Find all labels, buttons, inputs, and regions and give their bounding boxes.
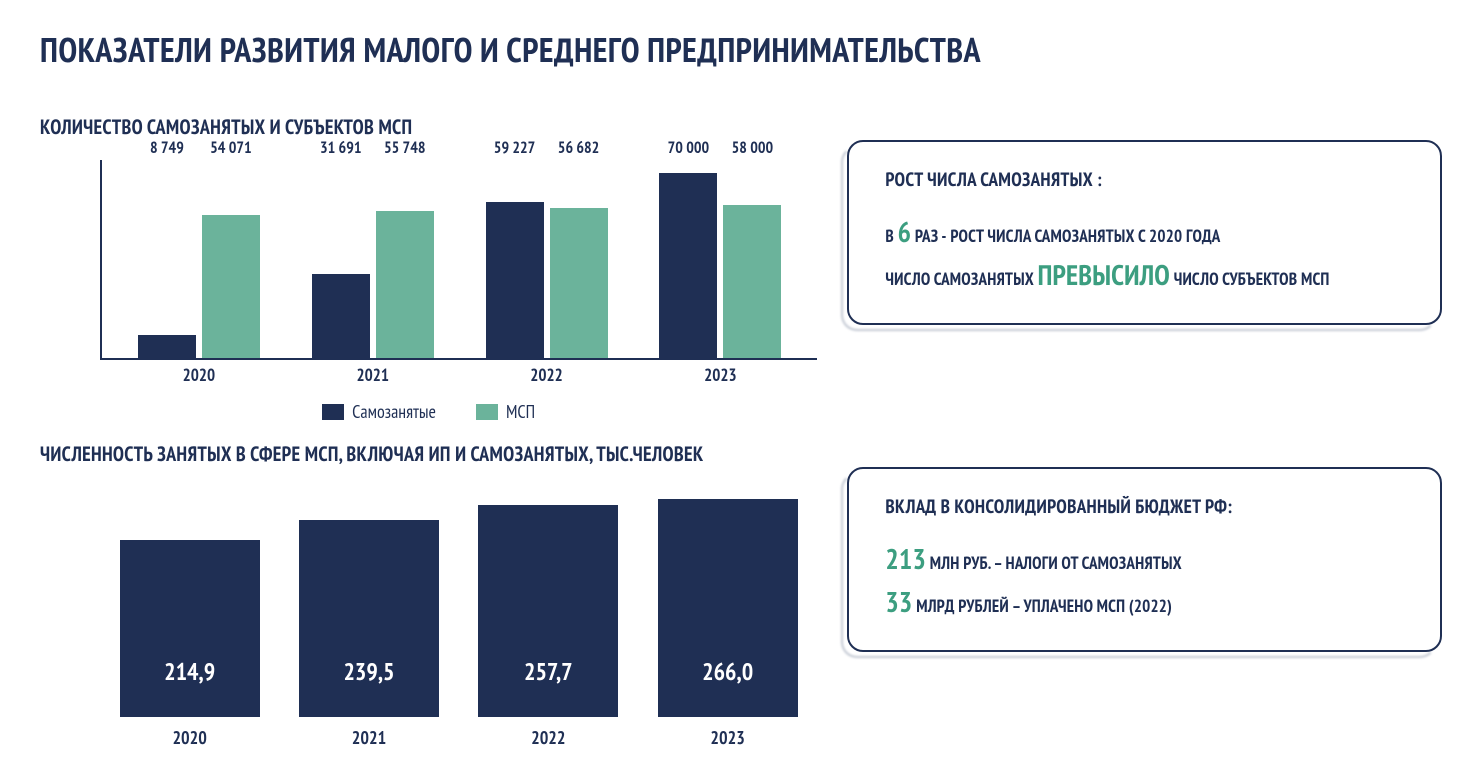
callout2-row1: 213 МЛН РУБ. – НАЛОГИ ОТ САМОЗАНЯТЫХ	[885, 537, 1410, 580]
callout1-l2-big: ПРЕВЫСИЛО	[1038, 253, 1170, 296]
chart1-bar-fill	[659, 173, 717, 358]
chart1-value-label: 54 071	[210, 138, 252, 158]
chart1-group-2023: 70 00058 0002023	[659, 160, 781, 358]
legend-item: Самозанятые	[322, 400, 436, 423]
chart2-xlabel: 2021	[352, 726, 386, 749]
callout1-heading: РОСТ ЧИСЛА САМОЗАНЯТЫХ :	[885, 168, 1410, 192]
chart2-bar-2021: 239,52021	[299, 520, 439, 717]
chart2-container: ЧИСЛЕННОСТЬ ЗАНЯТЫХ В СФЕРЕ МСП, ВКЛЮЧАЯ…	[40, 441, 817, 717]
chart1-bar-2023-1: 58 000	[723, 160, 781, 358]
callout1-l2-b: ЧИСЛО СУБЪЕКТОВ МСП	[1174, 266, 1330, 292]
callout-growth: РОСТ ЧИСЛА САМОЗАНЯТЫХ : В 6 РАЗ - РОСТ …	[847, 140, 1442, 325]
callout2-r1-big: 213	[885, 537, 926, 580]
chart1-xlabel: 2023	[704, 364, 737, 386]
page-title: ПОКАЗАТЕЛИ РАЗВИТИЯ МАЛОГО И СРЕДНЕГО ПР…	[40, 28, 1442, 72]
callout2-row2: 33 МЛРД РУБЛЕЙ – УПЛАЧЕНО МСП (2022)	[885, 580, 1410, 623]
legend-label: МСП	[506, 400, 535, 423]
chart2-bar-2022: 257,72022	[478, 505, 618, 717]
chart1-value-label: 59 227	[494, 138, 536, 158]
chart1-value-label: 70 000	[668, 138, 710, 158]
callout1-l1-rest: РОСТ ЧИСЛА САМОЗАНЯТЫХ С 2020 ГОДА	[950, 223, 1220, 249]
callout2-r2-text: МЛРД РУБЛЕЙ – УПЛАЧЕНО МСП (2022)	[916, 593, 1172, 619]
callout1-l1-prefix: В	[885, 223, 894, 249]
callout2-r1-text: МЛН РУБ. – НАЛОГИ ОТ САМОЗАНЯТЫХ	[930, 550, 1182, 576]
chart1-legend: Самозанятые МСП	[40, 400, 817, 423]
chart1-plot: 8 74954 0712020 31 69155 7482021 59 22756 …	[100, 160, 817, 360]
callout1-l1-big: 6	[898, 210, 912, 253]
chart2-plot: 214,92020 239,52021 257,72022 266,02023	[100, 487, 817, 717]
chart1-xlabel: 2020	[183, 364, 216, 386]
callout-budget: ВКЛАД В КОНСОЛИДИРОВАННЫЙ БЮДЖЕТ РФ: 213…	[847, 467, 1442, 652]
chart2-value-label: 214,9	[164, 656, 215, 687]
chart1-bar-2022-0: 59 227	[486, 160, 544, 358]
chart1-xlabel: 2021	[356, 364, 389, 386]
chart1-bar-fill	[376, 211, 434, 358]
legend-item: МСП	[476, 400, 535, 423]
callout1-line2: ЧИСЛО САМОЗАНЯТЫХ ПРЕВЫСИЛО ЧИСЛО СУБЪЕК…	[885, 253, 1410, 296]
chart1-bar-fill	[312, 274, 370, 358]
callout1-line1: В 6 РАЗ - РОСТ ЧИСЛА САМОЗАНЯТЫХ С 2020 …	[885, 210, 1410, 253]
chart1-value-label: 58 000	[732, 138, 774, 158]
chart1-bar-2022-1: 56 682	[550, 160, 608, 358]
chart1-group-2020: 8 74954 0712020	[138, 160, 260, 358]
chart1-value-label: 31 691	[320, 138, 362, 158]
chart1-bar-fill	[723, 205, 781, 358]
chart1-title: КОЛИЧЕСТВО САМОЗАНЯТЫХ И СУБЪЕКТОВ МСП	[40, 114, 817, 140]
chart1-bar-2021-0: 31 691	[312, 160, 370, 358]
chart2-value-label: 257,7	[524, 656, 573, 687]
chart1-bar-2020-0: 8 749	[138, 160, 196, 358]
chart1-bar-fill	[550, 208, 608, 358]
row-1: КОЛИЧЕСТВО САМОЗАНЯТЫХ И СУБЪЕКТОВ МСП 8…	[40, 114, 1442, 423]
chart2-xlabel: 2022	[531, 726, 565, 749]
chart2-bar-2020: 214,92020	[120, 540, 260, 717]
callout2-container: ВКЛАД В КОНСОЛИДИРОВАННЫЙ БЮДЖЕТ РФ: 213…	[847, 441, 1442, 717]
chart1-group-2022: 59 22756 6822022	[486, 160, 608, 358]
callout1-container: РОСТ ЧИСЛА САМОЗАНЯТЫХ : В 6 РАЗ - РОСТ …	[847, 114, 1442, 423]
callout1-l1-mid: РАЗ -	[915, 223, 947, 249]
chart1-xlabel: 2022	[530, 364, 563, 386]
chart1-value-label: 55 748	[384, 138, 426, 158]
chart1-bar-fill	[138, 335, 196, 358]
chart1-bar-2021-1: 55 748	[376, 160, 434, 358]
row-2: ЧИСЛЕННОСТЬ ЗАНЯТЫХ В СФЕРЕ МСП, ВКЛЮЧАЯ…	[40, 441, 1442, 717]
chart2-title: ЧИСЛЕННОСТЬ ЗАНЯТЫХ В СФЕРЕ МСП, ВКЛЮЧАЯ…	[40, 441, 817, 467]
legend-swatch	[322, 404, 344, 420]
chart1-group-2021: 31 69155 7482021	[312, 160, 434, 358]
chart1-value-label: 8 749	[150, 138, 184, 158]
chart2-xlabel: 2023	[710, 726, 744, 749]
chart1-bar-fill	[486, 202, 544, 358]
callout2-r2-big: 33	[885, 580, 912, 623]
chart1-bar-2023-0: 70 000	[659, 160, 717, 358]
chart1-value-label: 56 682	[558, 138, 600, 158]
chart1-bar-fill	[202, 215, 260, 358]
chart2-value-label: 266,0	[702, 656, 753, 687]
callout1-l2-a: ЧИСЛО САМОЗАНЯТЫХ	[885, 266, 1034, 292]
chart2-value-label: 239,5	[343, 656, 394, 687]
chart2-xlabel: 2020	[172, 726, 206, 749]
callout2-heading: ВКЛАД В КОНСОЛИДИРОВАННЫЙ БЮДЖЕТ РФ:	[885, 495, 1410, 519]
chart1-container: КОЛИЧЕСТВО САМОЗАНЯТЫХ И СУБЪЕКТОВ МСП 8…	[40, 114, 817, 423]
chart1-bar-2020-1: 54 071	[202, 160, 260, 358]
legend-label: Самозанятые	[352, 400, 436, 423]
chart2-bar-2023: 266,02023	[658, 499, 798, 718]
legend-swatch	[476, 404, 498, 420]
